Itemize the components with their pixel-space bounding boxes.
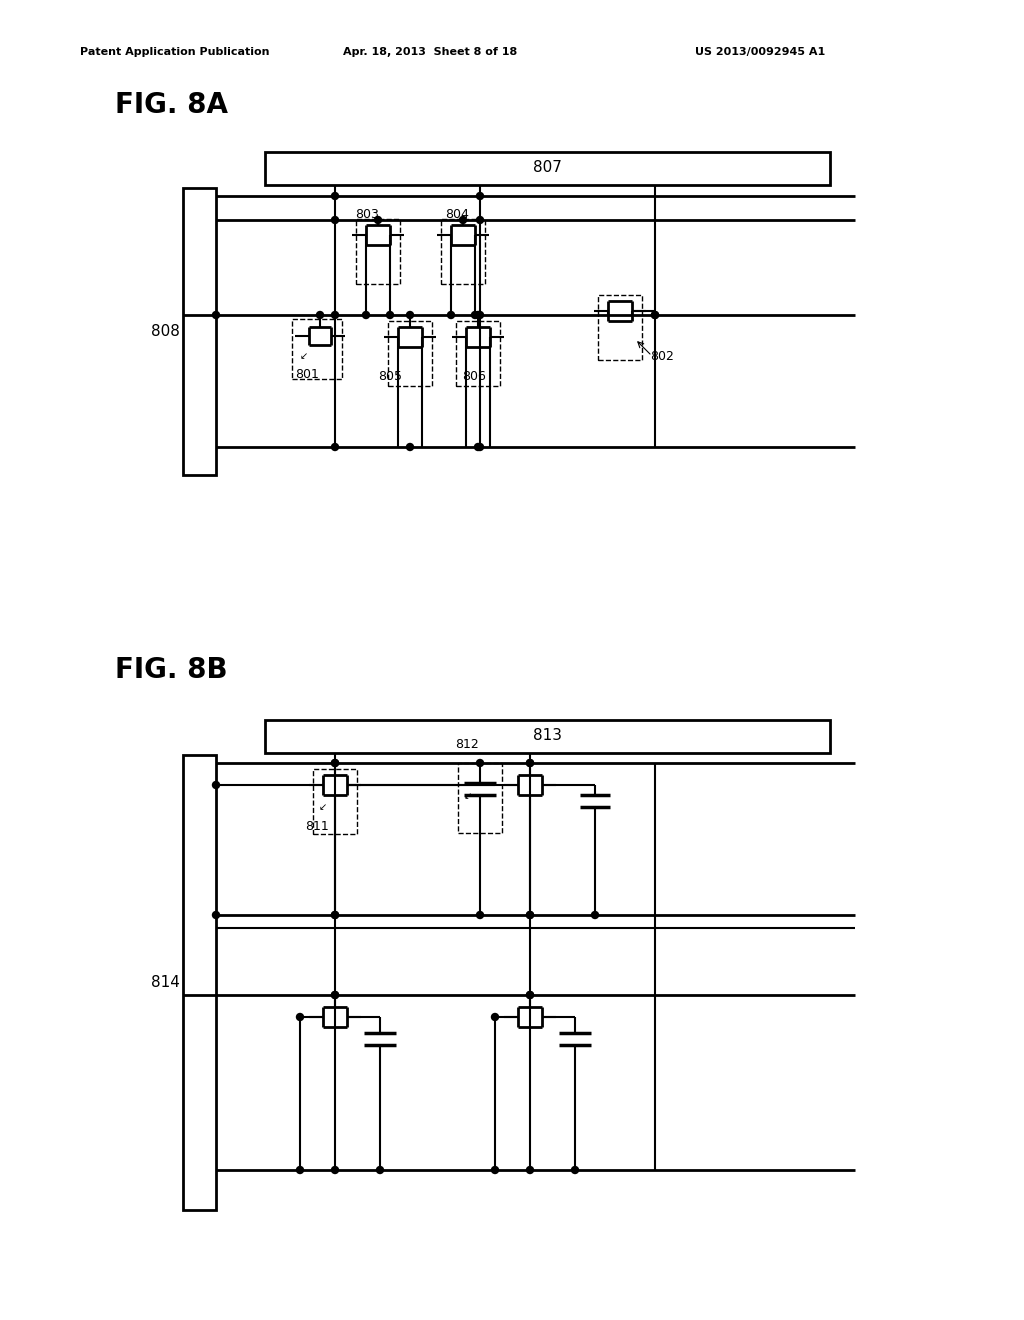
- Circle shape: [332, 912, 339, 919]
- Bar: [598, 294, 642, 360]
- Text: FIG. 8B: FIG. 8B: [115, 656, 227, 684]
- Text: 804: 804: [445, 209, 469, 222]
- Circle shape: [407, 312, 414, 318]
- Circle shape: [362, 312, 370, 318]
- Text: ↙: ↙: [464, 791, 472, 801]
- Circle shape: [526, 1167, 534, 1173]
- Bar: [265, 719, 830, 752]
- Text: Apr. 18, 2013  Sheet 8 of 18: Apr. 18, 2013 Sheet 8 of 18: [343, 48, 517, 57]
- Text: 806: 806: [462, 371, 485, 384]
- Circle shape: [213, 781, 219, 788]
- Circle shape: [332, 991, 339, 998]
- Circle shape: [571, 1167, 579, 1173]
- Circle shape: [492, 1167, 499, 1173]
- Text: 805: 805: [378, 371, 402, 384]
- Circle shape: [651, 312, 658, 318]
- Circle shape: [332, 193, 339, 199]
- Circle shape: [526, 912, 534, 919]
- Text: FIG. 8A: FIG. 8A: [115, 91, 228, 119]
- Circle shape: [377, 1167, 384, 1173]
- Circle shape: [474, 444, 481, 450]
- Text: 801: 801: [295, 368, 318, 381]
- Text: Patent Application Publication: Patent Application Publication: [80, 48, 269, 57]
- Circle shape: [492, 1014, 499, 1020]
- Circle shape: [476, 216, 483, 223]
- Circle shape: [526, 759, 534, 767]
- Text: 803: 803: [355, 209, 379, 222]
- Text: US 2013/0092945 A1: US 2013/0092945 A1: [695, 48, 825, 57]
- Text: 807: 807: [534, 161, 562, 176]
- Text: 808: 808: [151, 323, 179, 338]
- Circle shape: [297, 1014, 303, 1020]
- Circle shape: [526, 759, 534, 767]
- Circle shape: [332, 444, 339, 450]
- Bar: [183, 187, 216, 475]
- Circle shape: [332, 991, 339, 998]
- Circle shape: [447, 312, 455, 318]
- Bar: [183, 755, 216, 1210]
- Circle shape: [526, 912, 534, 919]
- Text: 814: 814: [151, 975, 179, 990]
- Text: ↙: ↙: [300, 351, 308, 360]
- Circle shape: [213, 312, 219, 318]
- Circle shape: [474, 312, 481, 318]
- Circle shape: [332, 759, 339, 767]
- Circle shape: [476, 759, 483, 767]
- Bar: [265, 152, 830, 185]
- Circle shape: [460, 216, 467, 223]
- Bar: [441, 219, 485, 284]
- Text: 813: 813: [534, 729, 562, 743]
- Circle shape: [476, 444, 483, 450]
- Circle shape: [332, 912, 339, 919]
- Circle shape: [332, 216, 339, 223]
- Circle shape: [526, 991, 534, 998]
- Circle shape: [476, 193, 483, 199]
- Circle shape: [407, 444, 414, 450]
- Circle shape: [316, 312, 324, 318]
- Text: ↙: ↙: [319, 803, 327, 812]
- Circle shape: [332, 1167, 339, 1173]
- Bar: [456, 321, 500, 385]
- Bar: [388, 321, 432, 385]
- Bar: [356, 219, 400, 284]
- Text: 811: 811: [305, 821, 329, 833]
- Bar: [313, 770, 357, 834]
- Circle shape: [476, 912, 483, 919]
- Circle shape: [375, 216, 382, 223]
- Circle shape: [526, 991, 534, 998]
- Bar: [292, 319, 342, 379]
- Bar: [458, 763, 502, 833]
- Text: 812: 812: [455, 738, 479, 751]
- Circle shape: [651, 312, 658, 318]
- Circle shape: [386, 312, 393, 318]
- Circle shape: [592, 912, 598, 919]
- Circle shape: [213, 912, 219, 919]
- Circle shape: [332, 312, 339, 318]
- Circle shape: [332, 759, 339, 767]
- Text: 802: 802: [650, 350, 674, 363]
- Circle shape: [471, 312, 478, 318]
- Circle shape: [476, 312, 483, 318]
- Circle shape: [297, 1167, 303, 1173]
